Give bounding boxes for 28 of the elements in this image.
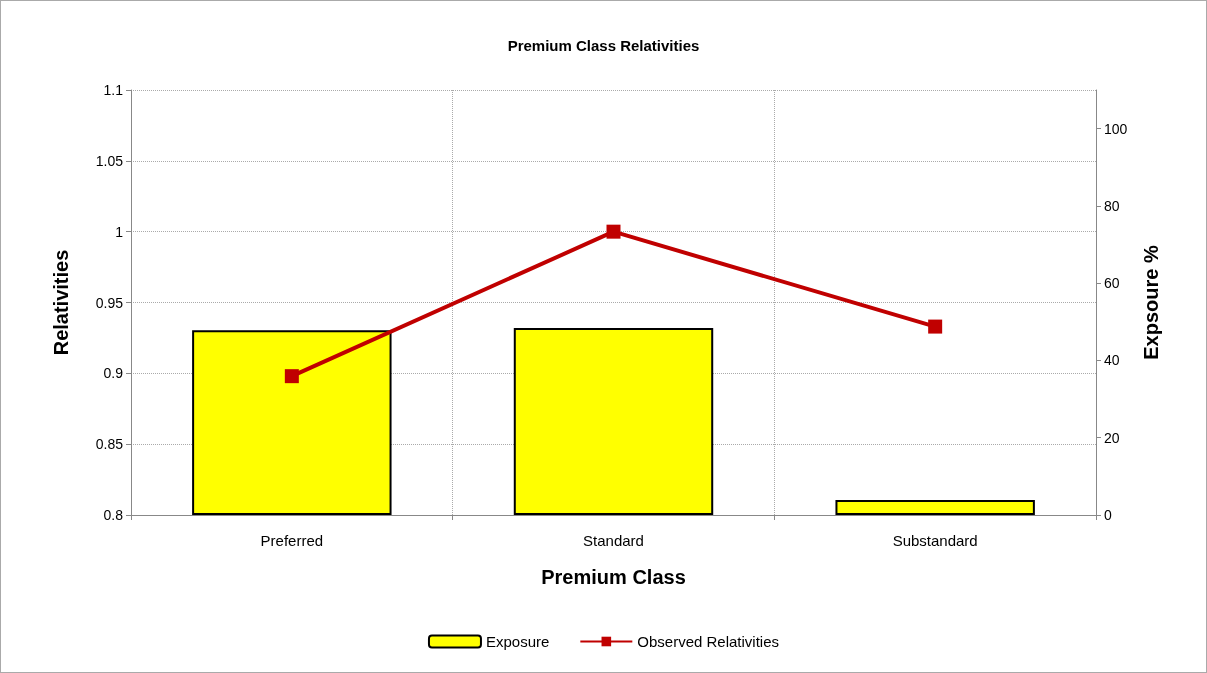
- x-tick-label: Preferred: [260, 532, 324, 549]
- y-axis-title: Relativities: [50, 249, 72, 356]
- y-tick-label: 1: [115, 223, 124, 240]
- y2-tick-label: 100: [1104, 120, 1128, 137]
- y-tick-label: 0.8: [103, 507, 124, 523]
- point: [928, 319, 943, 334]
- legend-label: Observed Relativities: [637, 633, 780, 650]
- y2-tick-label: 0: [1104, 507, 1112, 523]
- y2-tick-label: 60: [1104, 275, 1120, 292]
- legend-label: Exposure: [485, 633, 550, 650]
- y2-tick-label: 80: [1104, 197, 1120, 214]
- y-tick-label: 1.05: [95, 152, 124, 169]
- x-axis-title: Premium Class: [541, 566, 686, 588]
- bar: [513, 328, 714, 515]
- x-tick-label: Substandard: [892, 532, 978, 549]
- y-tick-label: 0.9: [103, 365, 124, 382]
- point: [284, 369, 299, 384]
- y2-tick-label: 40: [1104, 352, 1120, 369]
- bar: [835, 499, 1035, 515]
- x-tick-label: Standard: [583, 532, 644, 549]
- y-tick-label: 0.95: [95, 294, 124, 311]
- y-tick-label: 1.1: [103, 82, 124, 98]
- y2-tick-label: 20: [1104, 429, 1120, 446]
- chart-title: Premium Class Relativities: [507, 37, 700, 54]
- y2-axis-title: Expsoure %: [1140, 245, 1162, 360]
- y-tick-label: 0.85: [95, 436, 124, 453]
- point: [606, 224, 621, 239]
- bar: [192, 330, 392, 515]
